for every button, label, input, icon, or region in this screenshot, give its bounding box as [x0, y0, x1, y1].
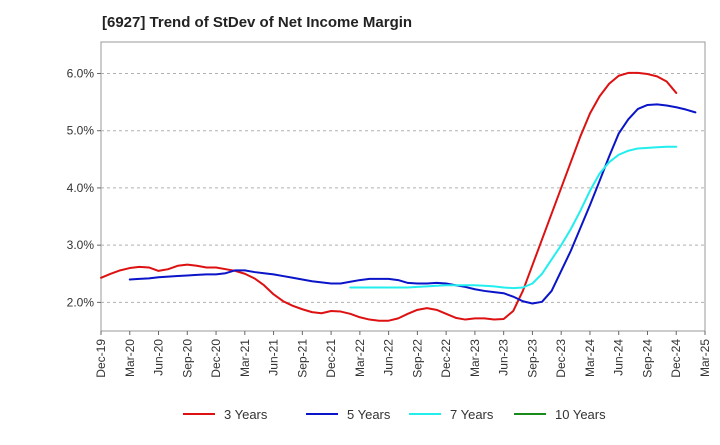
series-line-7-years: [349, 145, 678, 290]
gridlines: [100, 41, 706, 332]
chart-title: [6927] Trend of StDev of Net Income Marg…: [102, 14, 413, 31]
x-tick-label: Dec-21: [324, 339, 338, 378]
legend-item-3-years: 3 Years: [183, 407, 268, 422]
x-tick-label: Mar-24: [583, 339, 597, 377]
x-tick-label: Mar-25: [698, 339, 712, 377]
legend: 3 Years 5 Years 7 Years 10 Years: [183, 407, 606, 422]
x-tick-label: Jun-22: [382, 339, 396, 376]
y-tick-label: 6.0%: [67, 66, 95, 80]
legend-item-10-years: 10 Years: [514, 407, 606, 422]
x-tick-label: Dec-20: [209, 339, 223, 378]
legend-item-5-years: 5 Years: [306, 407, 391, 422]
x-tick-label: Jun-24: [612, 339, 626, 376]
x-tick-label: Jun-23: [497, 339, 511, 376]
x-tick-label: Dec-19: [94, 339, 108, 378]
y-tick-label: 4.0%: [67, 181, 95, 195]
y-tick-label: 5.0%: [67, 124, 95, 138]
x-tick-label: Sep-21: [295, 339, 309, 378]
x-axis: Dec-19 Mar-20 Jun-20 Sep-20 Dec-20 Mar-21 Jun-…: [94, 331, 712, 378]
x-tick-label: Jun-21: [267, 339, 281, 376]
series-line-5-years: [128, 103, 697, 305]
x-tick-label: Dec-22: [439, 339, 453, 378]
x-tick-label: Sep-24: [640, 339, 654, 378]
series-line-3-years: [100, 71, 678, 322]
x-tick-label: Dec-23: [554, 339, 568, 378]
legend-label: 3 Years: [224, 407, 268, 422]
y-tick-label: 2.0%: [67, 295, 95, 309]
x-tick-label: Sep-20: [180, 339, 194, 378]
y-axis: 2.0% 3.0% 4.0% 5.0% 6.0%: [67, 66, 101, 309]
y-tick-label: 3.0%: [67, 238, 95, 252]
legend-label: 7 Years: [450, 407, 494, 422]
plot-frame: [100, 41, 706, 332]
x-tick-label: Sep-23: [525, 339, 539, 378]
x-tick-label: Jun-20: [152, 339, 166, 376]
legend-label: 10 Years: [555, 407, 606, 422]
legend-item-7-years: 7 Years: [409, 407, 494, 422]
series-lines: [100, 71, 697, 322]
legend-label: 5 Years: [347, 407, 391, 422]
x-tick-label: Dec-24: [669, 339, 683, 378]
x-tick-label: Mar-20: [123, 339, 137, 377]
x-tick-label: Mar-23: [468, 339, 482, 377]
x-tick-label: Sep-22: [410, 339, 424, 378]
x-tick-label: Mar-21: [238, 339, 252, 377]
x-tick-label: Mar-22: [353, 339, 367, 377]
